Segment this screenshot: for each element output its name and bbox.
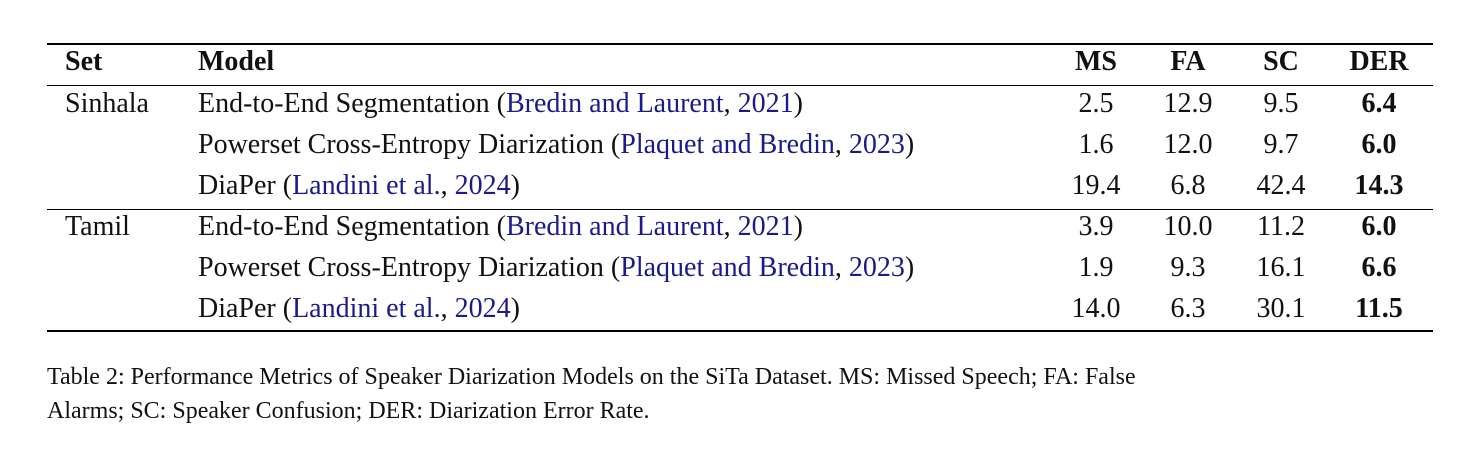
ms-value: 1.9 [1078, 252, 1114, 283]
citation-link[interactable]: Bredin and Laurent [505, 211, 724, 242]
caption-line: Table 2: Performance Metrics of Speaker … [47, 364, 1136, 390]
der-value: 11.5 [1355, 293, 1403, 324]
der-value: 6.4 [1361, 88, 1397, 119]
citation-link[interactable]: Landini et al. [292, 170, 441, 201]
citation-link[interactable]: Landini et al. [292, 293, 441, 324]
citation-link[interactable]: Bredin and Laurent [505, 88, 724, 119]
caption-line: Alarms; SC: Speaker Confusion; DER: Diar… [47, 398, 650, 424]
ms-value: 3.9 [1078, 211, 1114, 242]
sc-value: 30.1 [1256, 293, 1306, 324]
ms-value: 2.5 [1078, 88, 1114, 119]
fa-value: 12.0 [1163, 129, 1213, 160]
model-name: DiaPer (Landini et al., 2024) [198, 170, 520, 201]
fa-value: 6.8 [1170, 170, 1206, 201]
ms-value: 1.6 [1078, 129, 1114, 160]
der-value: 6.0 [1361, 211, 1397, 242]
group-rule [47, 209, 1433, 210]
citation-year-link[interactable]: 2023 [848, 129, 905, 160]
table-bottom-rule [47, 330, 1433, 332]
fa-value: 9.3 [1170, 252, 1206, 283]
fa-value: 12.9 [1163, 88, 1213, 119]
ms-value: 14.0 [1071, 293, 1121, 324]
header-fa: FA [1170, 46, 1206, 77]
der-value: 6.6 [1361, 252, 1397, 283]
fa-value: 6.3 [1170, 293, 1206, 324]
header-model: Model [198, 46, 275, 77]
citation-year-link[interactable]: 2024 [454, 293, 511, 324]
citation-year-link[interactable]: 2021 [737, 88, 794, 119]
citation-link[interactable]: Plaquet and Bredin [620, 129, 835, 160]
header-ms: MS [1075, 46, 1117, 77]
header-set: Set [65, 46, 103, 77]
model-name: Powerset Cross-Entropy Diarization (Plaq… [198, 252, 915, 283]
set-label: Sinhala [65, 88, 149, 119]
model-name: End-to-End Segmentation (Bredin and Laur… [198, 211, 803, 242]
citation-year-link[interactable]: 2023 [848, 252, 905, 283]
model-name: DiaPer (Landini et al., 2024) [198, 293, 520, 324]
citation-link[interactable]: Plaquet and Bredin [620, 252, 835, 283]
model-name: End-to-End Segmentation (Bredin and Laur… [198, 88, 803, 119]
header-sc: SC [1263, 46, 1299, 77]
sc-value: 9.5 [1263, 88, 1299, 119]
ms-value: 19.4 [1071, 170, 1121, 201]
citation-year-link[interactable]: 2021 [737, 211, 794, 242]
header-der: DER [1349, 46, 1409, 77]
fa-value: 10.0 [1163, 211, 1213, 242]
der-value: 14.3 [1354, 170, 1404, 201]
header-rule [47, 85, 1433, 86]
sc-value: 16.1 [1256, 252, 1306, 283]
table-caption: Table 2: Performance Metrics of Speaker … [47, 360, 1437, 428]
set-label: Tamil [65, 211, 130, 242]
table-top-rule [47, 43, 1433, 45]
sc-value: 11.2 [1257, 211, 1305, 242]
model-name: Powerset Cross-Entropy Diarization (Plaq… [198, 129, 915, 160]
sc-value: 9.7 [1263, 129, 1299, 160]
citation-year-link[interactable]: 2024 [454, 170, 511, 201]
der-value: 6.0 [1361, 129, 1397, 160]
sc-value: 42.4 [1256, 170, 1306, 201]
